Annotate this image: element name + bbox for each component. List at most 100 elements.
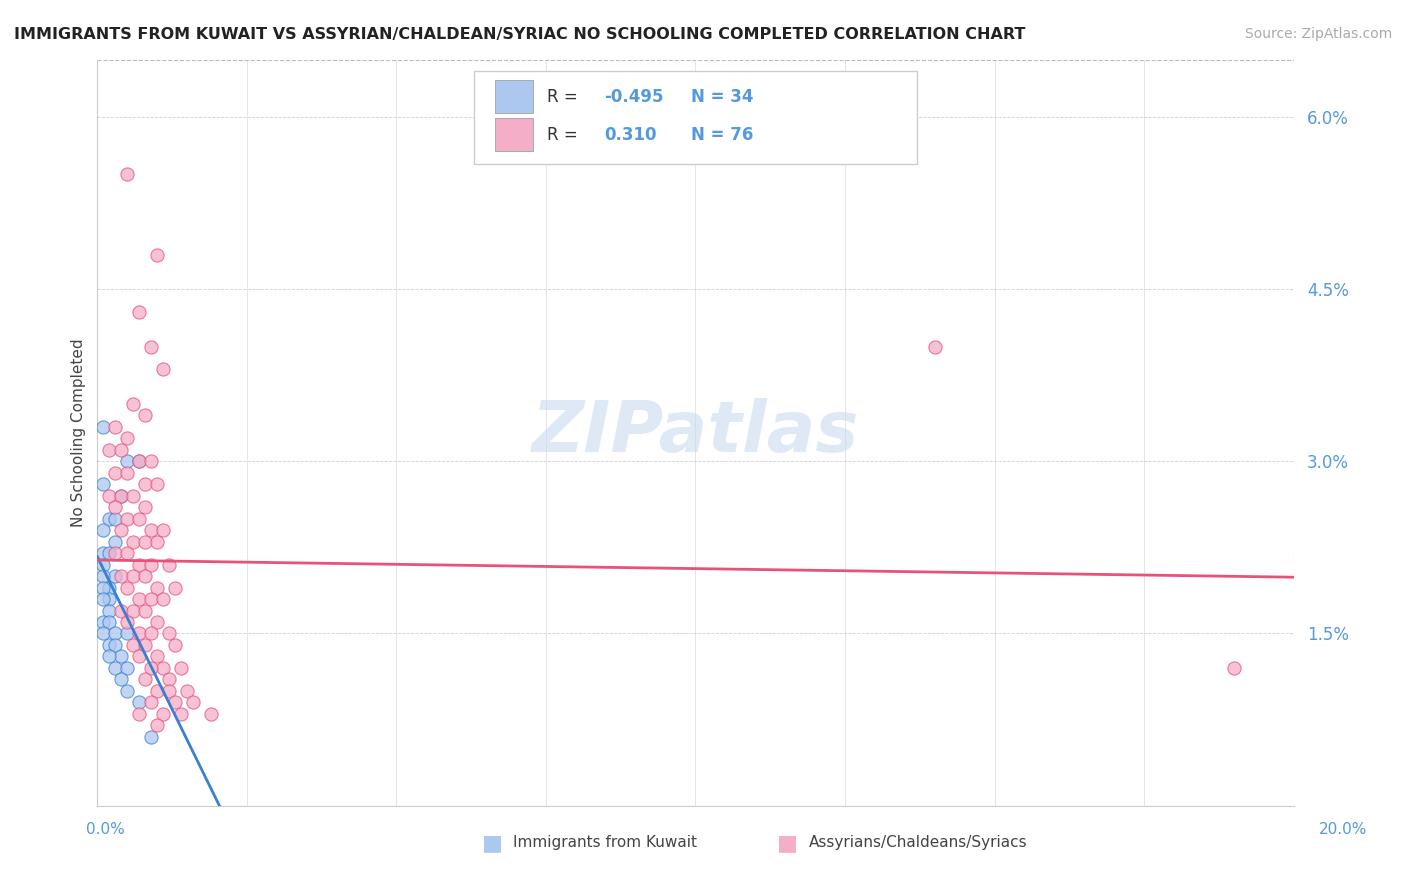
- Point: [122, 569, 145, 583]
- Point: [104, 638, 127, 652]
- Point: [104, 569, 127, 583]
- Point: [98, 546, 121, 560]
- Point: [91, 420, 114, 434]
- Text: ZIPatlas: ZIPatlas: [531, 398, 859, 467]
- Point: [152, 592, 174, 607]
- Text: IMMIGRANTS FROM KUWAIT VS ASSYRIAN/CHALDEAN/SYRIAC NO SCHOOLING COMPLETED CORREL: IMMIGRANTS FROM KUWAIT VS ASSYRIAN/CHALD…: [14, 27, 1025, 42]
- Text: Source: ZipAtlas.com: Source: ZipAtlas.com: [1244, 27, 1392, 41]
- Point: [128, 454, 150, 468]
- Text: Immigrants from Kuwait: Immigrants from Kuwait: [513, 836, 697, 850]
- Point: [110, 489, 132, 503]
- Point: [117, 454, 139, 468]
- Text: ■: ■: [778, 833, 797, 853]
- Point: [146, 477, 169, 491]
- Text: N = 76: N = 76: [690, 126, 754, 144]
- Point: [146, 718, 169, 732]
- Point: [141, 626, 163, 640]
- Point: [152, 661, 174, 675]
- Point: [98, 615, 121, 629]
- Point: [128, 305, 150, 319]
- Point: [98, 592, 121, 607]
- Point: [157, 558, 180, 572]
- Point: [128, 706, 150, 721]
- Point: [104, 534, 127, 549]
- Point: [134, 603, 156, 617]
- Point: [141, 730, 163, 744]
- Point: [146, 248, 169, 262]
- Text: R =: R =: [547, 88, 583, 106]
- Point: [104, 466, 127, 480]
- Point: [110, 523, 132, 537]
- Point: [152, 706, 174, 721]
- Point: [104, 546, 127, 560]
- Text: 20.0%: 20.0%: [1319, 822, 1367, 837]
- Point: [104, 420, 127, 434]
- Point: [91, 558, 114, 572]
- Point: [128, 695, 150, 709]
- Point: [98, 649, 121, 664]
- Point: [141, 523, 163, 537]
- Point: [141, 558, 163, 572]
- Text: -0.495: -0.495: [605, 88, 664, 106]
- Point: [165, 638, 187, 652]
- Point: [104, 661, 127, 675]
- Point: [91, 546, 114, 560]
- Point: [98, 638, 121, 652]
- Text: ■: ■: [482, 833, 502, 853]
- FancyBboxPatch shape: [495, 118, 533, 152]
- Point: [117, 661, 139, 675]
- Point: [146, 615, 169, 629]
- Text: N = 34: N = 34: [690, 88, 754, 106]
- Point: [157, 673, 180, 687]
- Point: [91, 477, 114, 491]
- Point: [165, 695, 187, 709]
- Point: [134, 409, 156, 423]
- Point: [200, 706, 222, 721]
- Point: [146, 534, 169, 549]
- Point: [128, 558, 150, 572]
- Point: [117, 626, 139, 640]
- Point: [157, 626, 180, 640]
- Point: [91, 581, 114, 595]
- Text: R =: R =: [547, 126, 583, 144]
- FancyBboxPatch shape: [495, 79, 533, 113]
- Point: [117, 684, 139, 698]
- Point: [146, 649, 169, 664]
- Point: [122, 397, 145, 411]
- Point: [924, 339, 946, 353]
- Text: Assyrians/Chaldeans/Syriacs: Assyrians/Chaldeans/Syriacs: [808, 836, 1026, 850]
- Y-axis label: No Schooling Completed: No Schooling Completed: [72, 338, 86, 527]
- Point: [91, 626, 114, 640]
- Point: [91, 569, 114, 583]
- Point: [141, 339, 163, 353]
- Point: [104, 512, 127, 526]
- Point: [117, 466, 139, 480]
- Point: [98, 603, 121, 617]
- Point: [134, 477, 156, 491]
- Point: [128, 649, 150, 664]
- Point: [176, 684, 198, 698]
- Point: [117, 615, 139, 629]
- Point: [134, 534, 156, 549]
- Point: [128, 454, 150, 468]
- Point: [98, 512, 121, 526]
- Point: [110, 649, 132, 664]
- Point: [170, 661, 193, 675]
- Point: [152, 362, 174, 376]
- Point: [170, 706, 193, 721]
- Point: [141, 695, 163, 709]
- Point: [110, 489, 132, 503]
- Point: [134, 569, 156, 583]
- Point: [110, 603, 132, 617]
- Point: [128, 512, 150, 526]
- Point: [157, 684, 180, 698]
- Point: [110, 442, 132, 457]
- Point: [141, 454, 163, 468]
- Point: [98, 581, 121, 595]
- Point: [117, 512, 139, 526]
- Point: [152, 523, 174, 537]
- Point: [122, 603, 145, 617]
- Point: [122, 638, 145, 652]
- Point: [165, 581, 187, 595]
- Point: [91, 523, 114, 537]
